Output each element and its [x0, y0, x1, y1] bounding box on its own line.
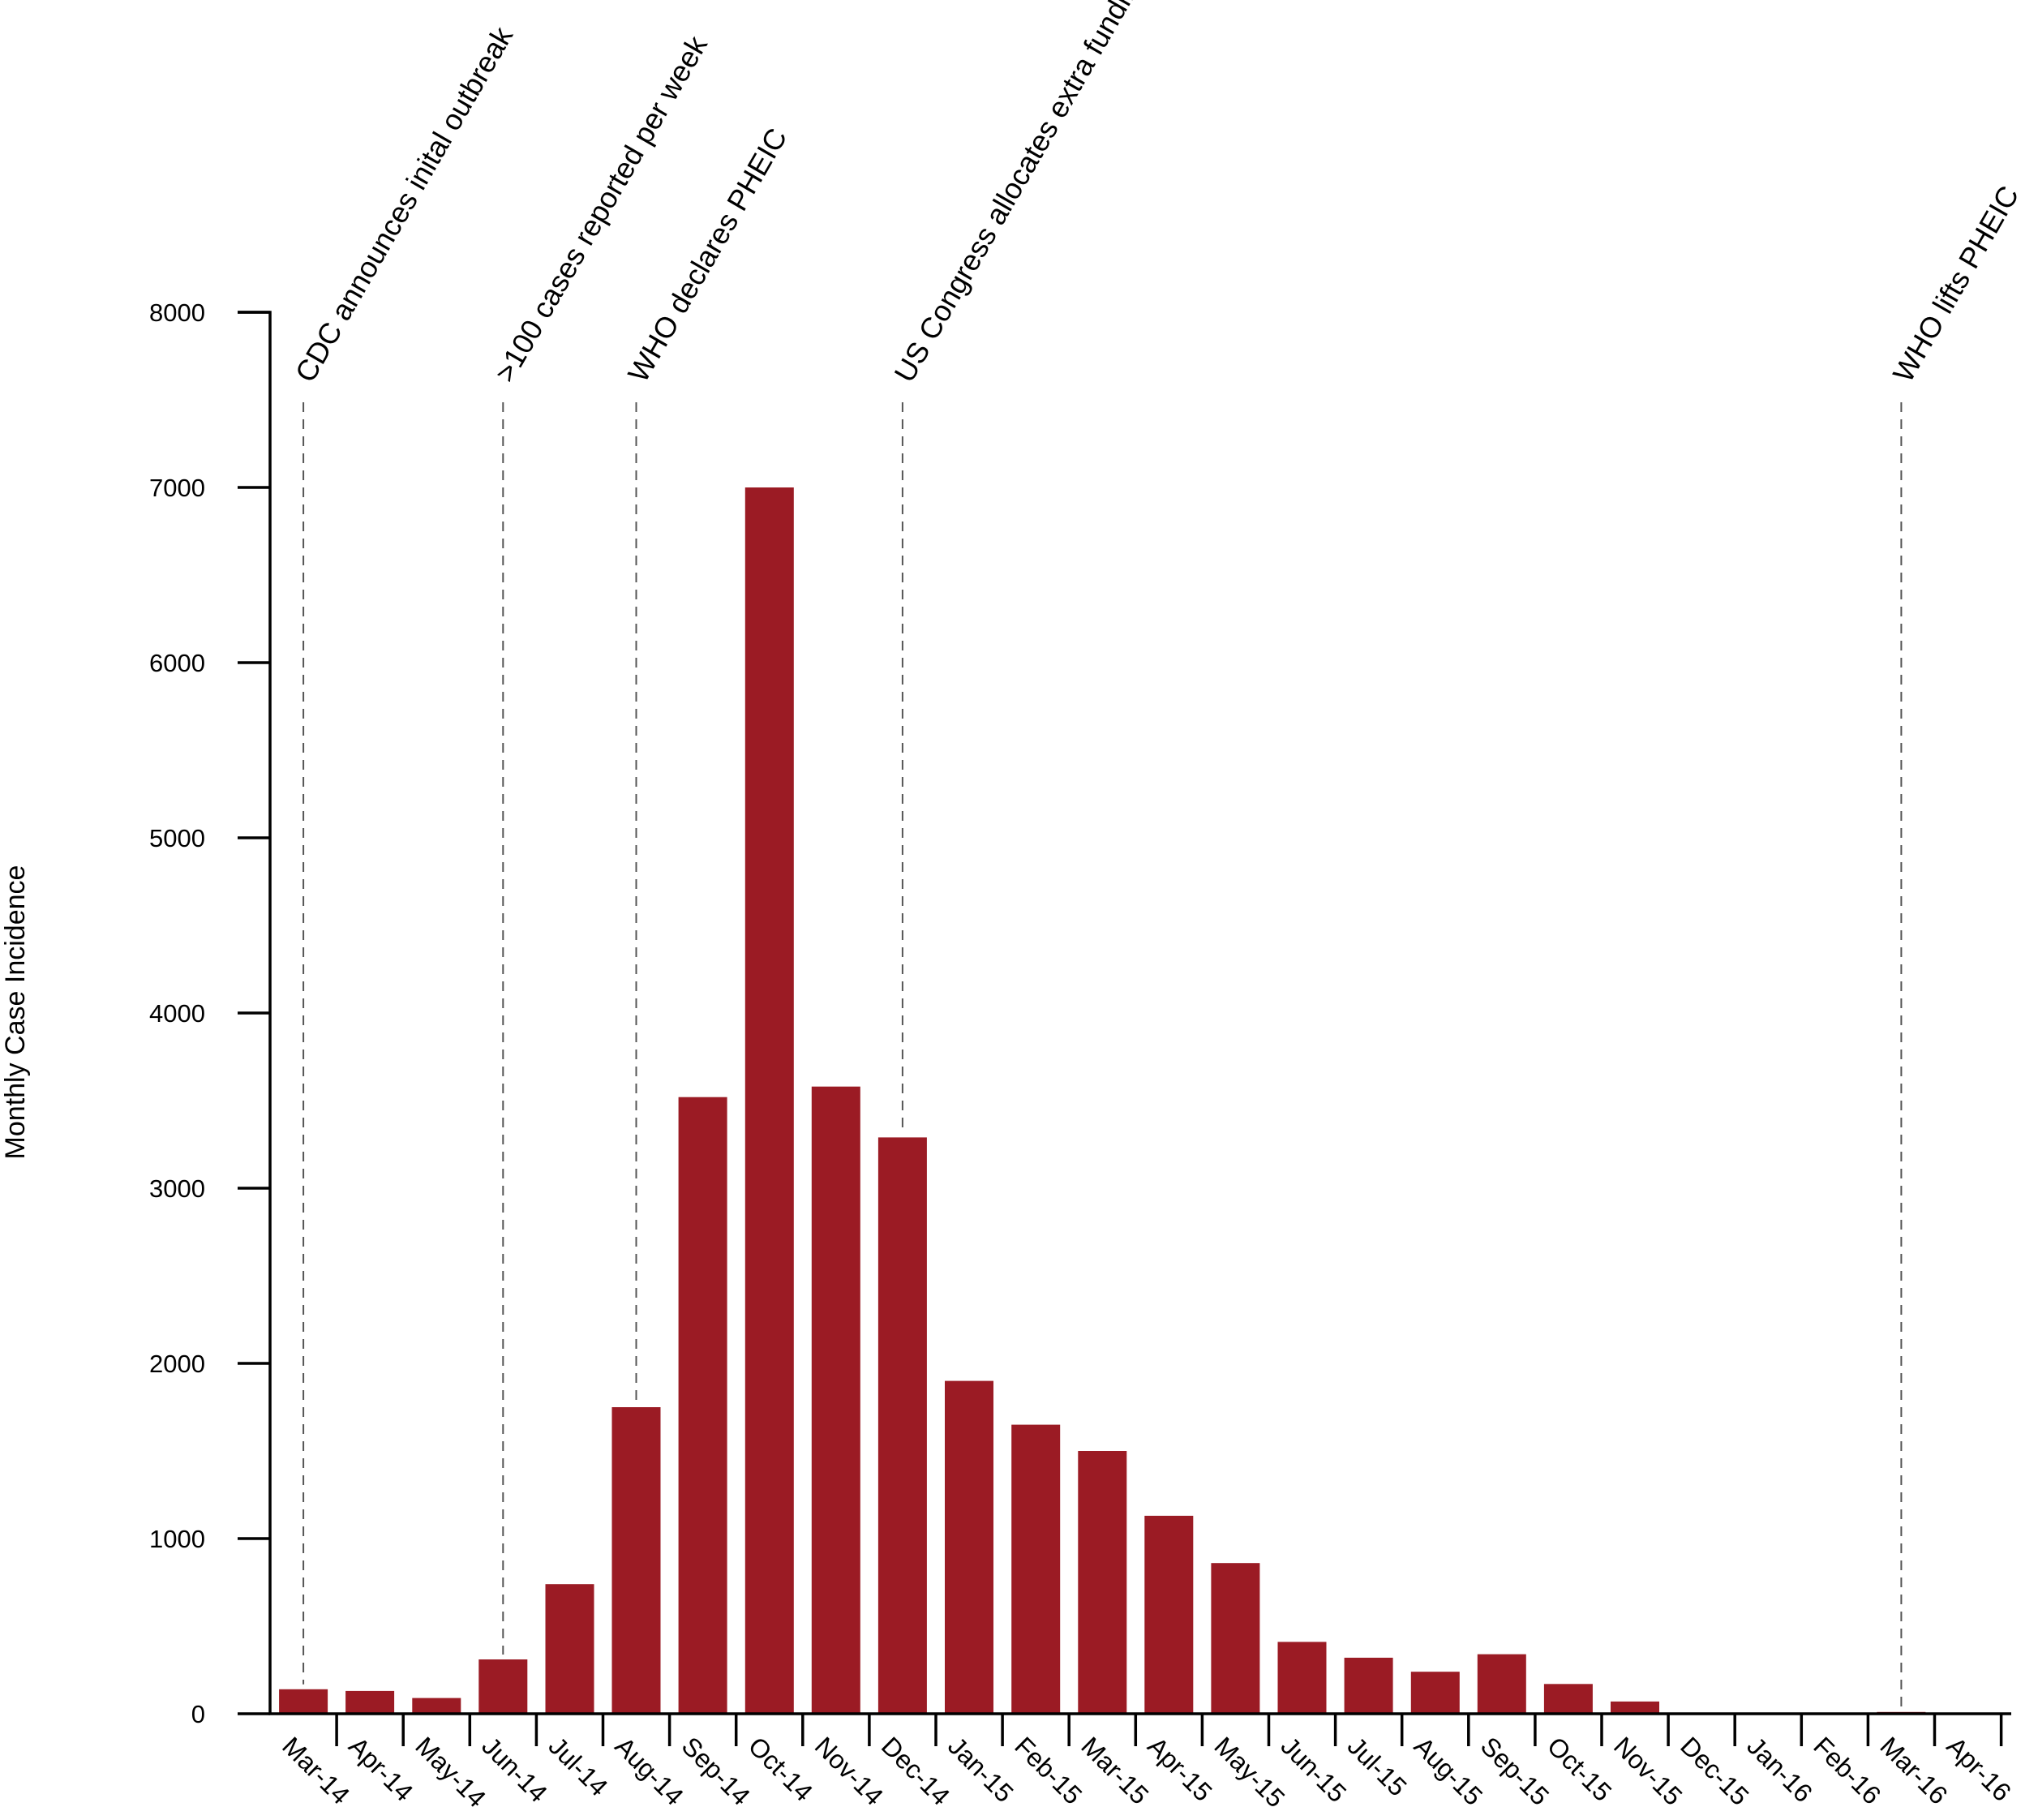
x-tick-label: Mar-15 [1075, 1731, 1154, 1809]
bar-may-15 [1211, 1563, 1260, 1714]
x-tick-label: May-15 [1208, 1731, 1290, 1813]
x-tick-label: Nov-15 [1608, 1731, 1688, 1810]
x-tick-label: May-14 [410, 1731, 491, 1813]
x-tick-label: Jan-15 [942, 1731, 1019, 1808]
y-tick-label: 3000 [149, 1174, 205, 1203]
bar-nov-15 [1611, 1701, 1659, 1714]
y-axis-title: Monthly Case Incidence [0, 865, 31, 1160]
x-tick-label: Aug-15 [1409, 1731, 1488, 1810]
bar-dec-14 [877, 1137, 927, 1714]
x-tick-label: Dec-15 [1675, 1731, 1754, 1810]
bar-jul-14 [545, 1584, 594, 1714]
bar-jun-15 [1277, 1642, 1327, 1714]
x-tick-label: Apr-16 [1941, 1731, 2017, 1806]
x-tick-label: Jan-16 [1741, 1731, 1818, 1808]
x-tick-label: Sep-15 [1475, 1731, 1555, 1810]
bar-jul-15 [1344, 1657, 1393, 1714]
bar-jan-15 [945, 1380, 993, 1714]
bar-jun-14 [478, 1659, 528, 1714]
x-tick-label: Jun-15 [1276, 1731, 1353, 1808]
bar-sep-14 [678, 1097, 727, 1714]
y-tick-label: 0 [191, 1700, 205, 1728]
y-tick-label: 5000 [149, 824, 205, 852]
x-tick-label: Aug-14 [610, 1731, 689, 1810]
bar-may-14 [412, 1698, 461, 1714]
bar-aug-14 [611, 1407, 661, 1714]
x-tick-label: Apr-14 [343, 1731, 418, 1806]
bars-layer [279, 487, 1993, 1714]
x-tick-label: Nov-14 [809, 1731, 889, 1810]
annotation-label: CDC announces inital outbreak [289, 20, 520, 388]
bar-apr-15 [1144, 1515, 1194, 1714]
annotation-label: WHO declares PHEIC [621, 122, 794, 388]
bar-mar-15 [1078, 1451, 1127, 1714]
x-tick-label: Sep-14 [676, 1731, 756, 1810]
bar-feb-15 [1011, 1424, 1061, 1714]
axes-layer [238, 311, 2011, 1746]
x-tick-label: Jun-14 [476, 1731, 553, 1808]
y-tick-label: 8000 [149, 298, 205, 327]
x-tick-label: Feb-15 [1009, 1731, 1088, 1809]
x-tick-label: Oct-14 [743, 1731, 818, 1806]
y-tick-label: 2000 [149, 1350, 205, 1378]
bar-aug-15 [1410, 1672, 1460, 1714]
x-tick-label: Dec-14 [876, 1731, 955, 1810]
bar-nov-14 [811, 1086, 860, 1714]
bar-oct-14 [744, 487, 794, 1714]
bar-apr-14 [345, 1690, 395, 1714]
annotations-layer [302, 402, 1903, 1707]
bar-mar-14 [279, 1689, 328, 1714]
y-tick-label: 6000 [149, 649, 205, 677]
x-tick-label: Mar-14 [277, 1731, 355, 1809]
annotation-label: US Congress allocates extra funding [887, 0, 1153, 388]
y-tick-label: 7000 [149, 474, 205, 502]
x-tick-label: Mar-16 [1874, 1731, 1953, 1809]
x-tick-label: Apr-15 [1142, 1731, 1217, 1806]
y-tick-label: 4000 [149, 999, 205, 1028]
x-tick-label: Feb-16 [1808, 1731, 1886, 1809]
bar-oct-15 [1543, 1684, 1593, 1714]
bar-sep-15 [1477, 1654, 1526, 1714]
x-tick-label: Oct-15 [1542, 1731, 1617, 1806]
annotation-label: WHO lifts PHEIC [1886, 180, 2026, 388]
y-tick-label: 1000 [149, 1525, 205, 1553]
